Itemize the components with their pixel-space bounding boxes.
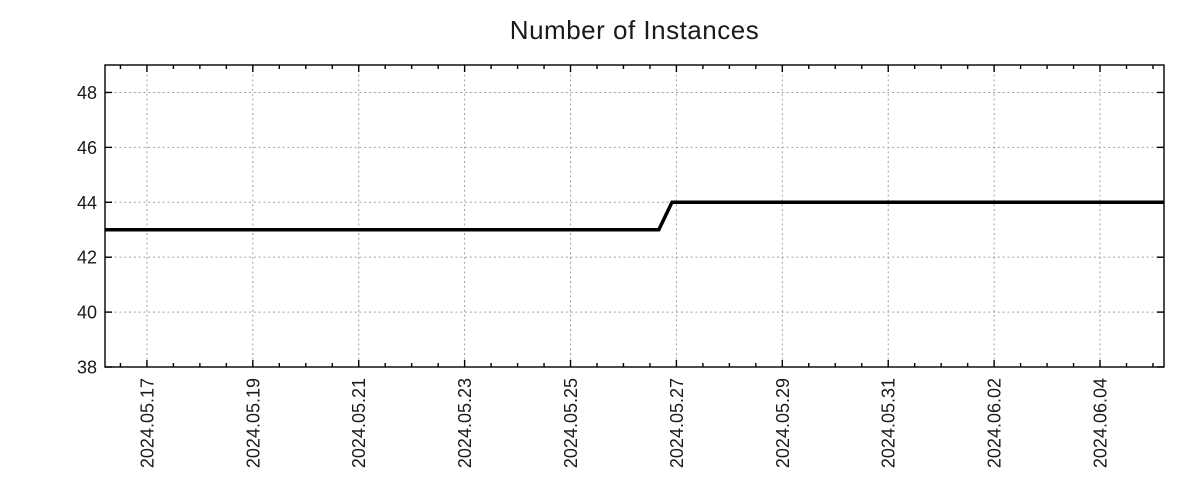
y-tick-label: 42 [77, 248, 97, 268]
y-tick-label: 38 [77, 358, 97, 378]
y-tick-label: 46 [77, 138, 97, 158]
x-tick-label: 2024.06.04 [1091, 378, 1111, 468]
y-tick-label: 48 [77, 83, 97, 103]
x-tick-label: 2024.05.29 [773, 378, 793, 468]
y-tick-label: 40 [77, 303, 97, 323]
plot-border [104, 64, 1165, 368]
series-line-instances [105, 200, 1164, 232]
x-tick-label: 2024.05.31 [879, 378, 899, 468]
chart-title: Number of Instances [509, 15, 760, 45]
x-tick-label: 2024.05.23 [455, 378, 475, 468]
x-tick-label: 2024.05.25 [561, 378, 581, 468]
x-tick-label: 2024.05.27 [667, 378, 687, 468]
x-tick-label: 2024.05.19 [243, 378, 263, 468]
x-tick-label: 2024.05.21 [349, 378, 369, 468]
y-tick-label: 44 [77, 193, 97, 213]
x-tick-label: 2024.05.17 [137, 378, 157, 468]
x-tick-label: 2024.06.02 [985, 378, 1005, 468]
